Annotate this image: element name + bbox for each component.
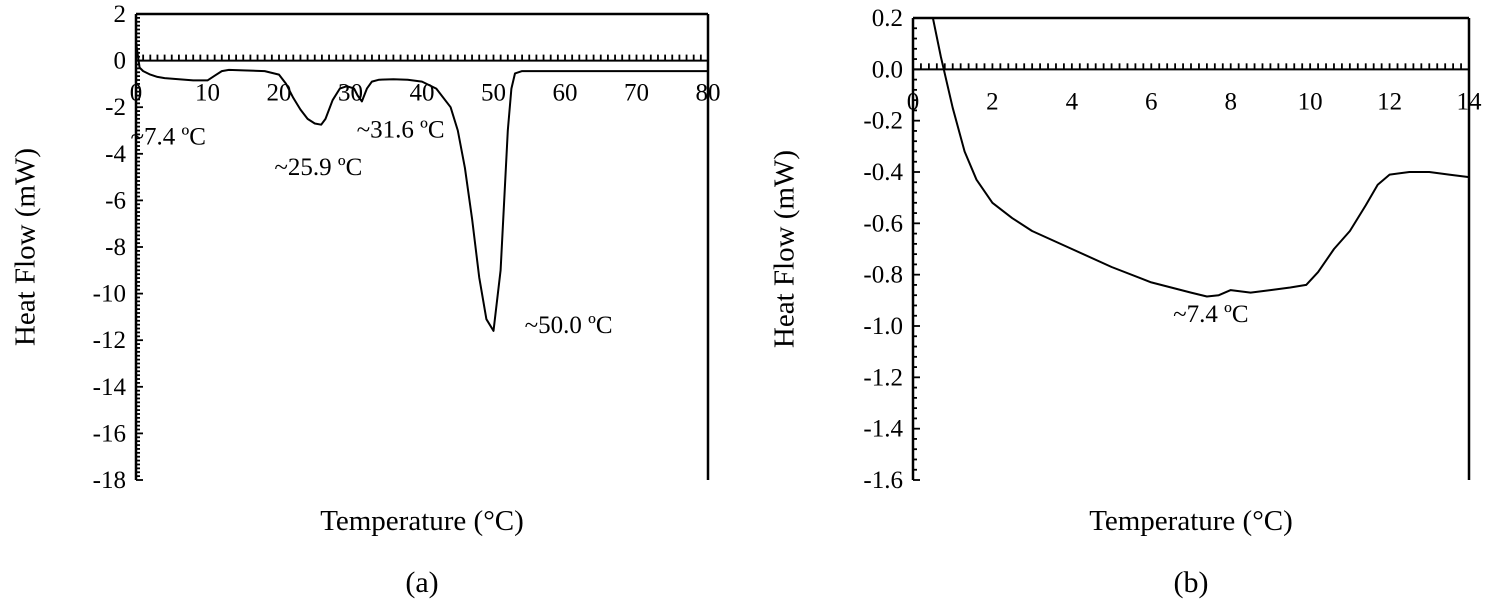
x-tick-label: 0 xyxy=(907,88,920,115)
panel-label: (b) xyxy=(1174,566,1209,599)
y-tick-label: -6 xyxy=(105,187,126,214)
x-tick-label: 0 xyxy=(130,80,143,107)
y-tick-label: 0.2 xyxy=(872,5,903,32)
y-tick-label: -14 xyxy=(93,374,127,401)
chart-panel-a: 20-2-4-6-8-10-12-14-16-180 10 20 30 40 50 60 70… xyxy=(10,1,721,599)
y-tick-label: -8 xyxy=(105,234,126,261)
x-axis-title: Temperature (°C) xyxy=(320,505,524,537)
panel-label: (a) xyxy=(405,566,438,599)
y-tick-label: -16 xyxy=(93,420,126,447)
heat-flow-curve xyxy=(931,17,1470,298)
chart-panel-b: 0.2 0.0 -0.2 -0.4 -0.6 -0.8 -1.0 -1.2 -1.4 -1.6 0 2… xyxy=(769,5,1482,599)
peak-annotation: ~7.4 ºC xyxy=(130,123,205,150)
y-tick-label: -1.2 xyxy=(863,364,903,391)
peak-annotation: ~31.6 ºC xyxy=(357,116,445,143)
y-tick-label: 0 xyxy=(114,48,127,75)
y-tick-label: -10 xyxy=(93,281,126,308)
x-tick-label: 30 xyxy=(338,80,363,107)
y-tick-label: -12 xyxy=(93,327,126,354)
x-tick-label: 2 xyxy=(986,88,999,115)
y-tick-label: -4 xyxy=(105,141,126,168)
heat-flow-curve xyxy=(135,41,708,332)
x-tick-label: 10 xyxy=(195,80,220,107)
y-tick-label: -0.8 xyxy=(863,262,903,289)
y-tick-label: 2 xyxy=(114,1,127,28)
x-tick-label: 40 xyxy=(410,80,435,107)
x-axis-title: Temperature (°C) xyxy=(1089,505,1293,537)
x-tick-label: 6 xyxy=(1145,88,1158,115)
peak-annotation: ~25.9 ºC xyxy=(274,154,362,181)
x-tick-label: 10 xyxy=(1298,88,1323,115)
x-tick-label: 60 xyxy=(553,80,578,107)
y-tick-label: -18 xyxy=(93,467,126,494)
x-tick-label: 70 xyxy=(624,80,649,107)
peak-annotation: ~7.4 ºC xyxy=(1173,301,1248,328)
y-tick-label: -0.2 xyxy=(863,108,903,135)
y-tick-label: -0.6 xyxy=(863,210,903,237)
x-tick-label: 12 xyxy=(1377,88,1402,115)
x-tick-label: 4 xyxy=(1066,88,1079,115)
y-tick-label: 0.0 xyxy=(872,56,903,83)
y-tick-label: -1.6 xyxy=(863,467,903,494)
x-tick-label: 8 xyxy=(1224,88,1237,115)
y-tick-label: -2 xyxy=(105,94,126,121)
y-tick-label: -0.4 xyxy=(863,159,903,186)
y-tick-label: -1.0 xyxy=(863,313,903,340)
x-tick-label: 14 xyxy=(1457,88,1483,115)
x-tick-label: 80 xyxy=(696,80,721,107)
x-tick-label: 50 xyxy=(481,80,506,107)
x-tick-label: 20 xyxy=(267,80,292,107)
peak-annotation: ~50.0 ºC xyxy=(525,312,613,339)
y-axis-title: Heat Flow (mW) xyxy=(769,150,801,348)
y-tick-label: -1.4 xyxy=(863,416,903,443)
y-axis-title: Heat Flow (mW) xyxy=(10,148,42,346)
